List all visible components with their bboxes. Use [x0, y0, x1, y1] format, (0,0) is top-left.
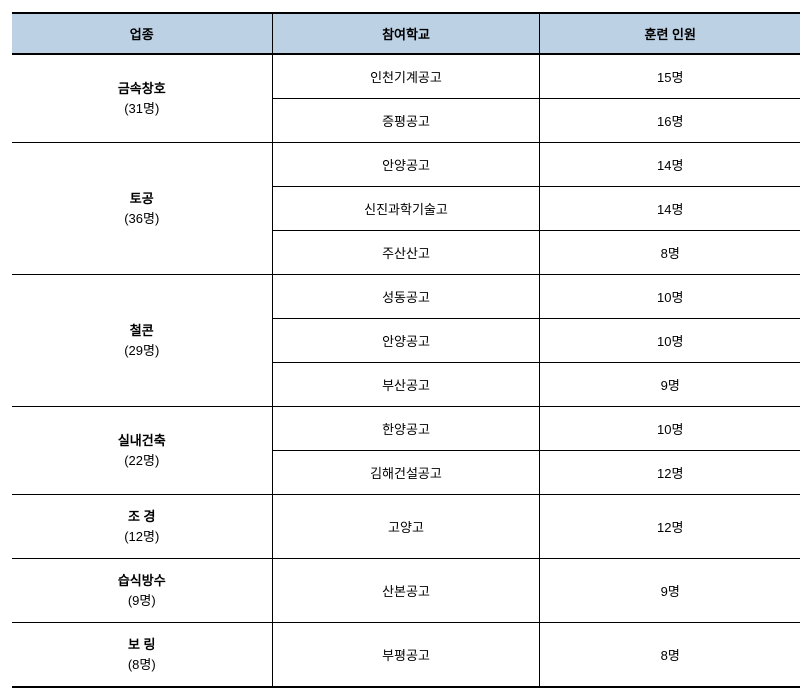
table-row: 철콘(29명)성동공고10명 — [12, 275, 800, 319]
category-cell: 금속창호 (31명) — [12, 54, 272, 143]
count-cell: 14명 — [540, 187, 800, 231]
school-cell: 신진과학기술고 — [272, 187, 540, 231]
category-subtotal: (22명) — [16, 451, 268, 471]
category-subtotal: (8명) — [16, 655, 268, 675]
table-body: 금속창호(31명)인천기계공고15명증평공고16명토공(36명)안양공고14명신… — [12, 54, 800, 687]
school-cell: 한양공고 — [272, 407, 540, 451]
count-cell: 8명 — [540, 231, 800, 275]
category-name: 실내건축 — [118, 433, 166, 448]
table-row: 조 경 (12명)고양고12명 — [12, 495, 800, 559]
category-name: 금속창호 — [118, 81, 166, 96]
school-cell: 부산공고 — [272, 363, 540, 407]
category-name: 보 링 — [128, 637, 156, 652]
count-cell: 10명 — [540, 275, 800, 319]
header-count: 훈련 인원 — [540, 13, 800, 54]
table-row: 실내건축(22명)한양공고10명 — [12, 407, 800, 451]
header-category: 업종 — [12, 13, 272, 54]
count-cell: 14명 — [540, 143, 800, 187]
count-cell: 8명 — [540, 623, 800, 688]
table-row: 습식방수 (9명)산본공고9명 — [12, 559, 800, 623]
school-cell: 산본공고 — [272, 559, 540, 623]
category-subtotal: (29명) — [16, 341, 268, 361]
category-cell: 토공 (36명) — [12, 143, 272, 275]
table-row: 토공(36명)안양공고14명 — [12, 143, 800, 187]
count-cell: 9명 — [540, 363, 800, 407]
count-cell: 12명 — [540, 451, 800, 495]
training-table: 업종 참여학교 훈련 인원 금속창호(31명)인천기계공고15명증평공고16명토… — [12, 12, 800, 688]
school-cell: 주산산고 — [272, 231, 540, 275]
category-name: 토공 — [130, 191, 154, 206]
category-subtotal: (31명) — [16, 99, 268, 119]
school-cell: 부평공고 — [272, 623, 540, 688]
school-cell: 인천기계공고 — [272, 54, 540, 99]
category-cell: 보 링 (8명) — [12, 623, 272, 688]
category-cell: 조 경 (12명) — [12, 495, 272, 559]
count-cell: 16명 — [540, 99, 800, 143]
count-cell: 15명 — [540, 54, 800, 99]
school-cell: 안양공고 — [272, 143, 540, 187]
header-school: 참여학교 — [272, 13, 540, 54]
school-cell: 성동공고 — [272, 275, 540, 319]
category-subtotal: (9명) — [16, 591, 268, 611]
category-cell: 철콘 (29명) — [12, 275, 272, 407]
count-cell: 10명 — [540, 319, 800, 363]
school-cell: 김해건설공고 — [272, 451, 540, 495]
table-row: 금속창호(31명)인천기계공고15명 — [12, 54, 800, 99]
category-name: 습식방수 — [118, 573, 166, 588]
count-cell: 9명 — [540, 559, 800, 623]
category-cell: 습식방수 (9명) — [12, 559, 272, 623]
category-name: 조 경 — [128, 509, 156, 524]
count-cell: 10명 — [540, 407, 800, 451]
category-name: 철콘 — [130, 323, 154, 338]
count-cell: 12명 — [540, 495, 800, 559]
category-subtotal: (12명) — [16, 527, 268, 547]
category-subtotal: (36명) — [16, 209, 268, 229]
category-cell: 실내건축 (22명) — [12, 407, 272, 495]
table-row: 보 링 (8명)부평공고8명 — [12, 623, 800, 688]
table-header: 업종 참여학교 훈련 인원 — [12, 13, 800, 54]
school-cell: 증평공고 — [272, 99, 540, 143]
school-cell: 고양고 — [272, 495, 540, 559]
school-cell: 안양공고 — [272, 319, 540, 363]
